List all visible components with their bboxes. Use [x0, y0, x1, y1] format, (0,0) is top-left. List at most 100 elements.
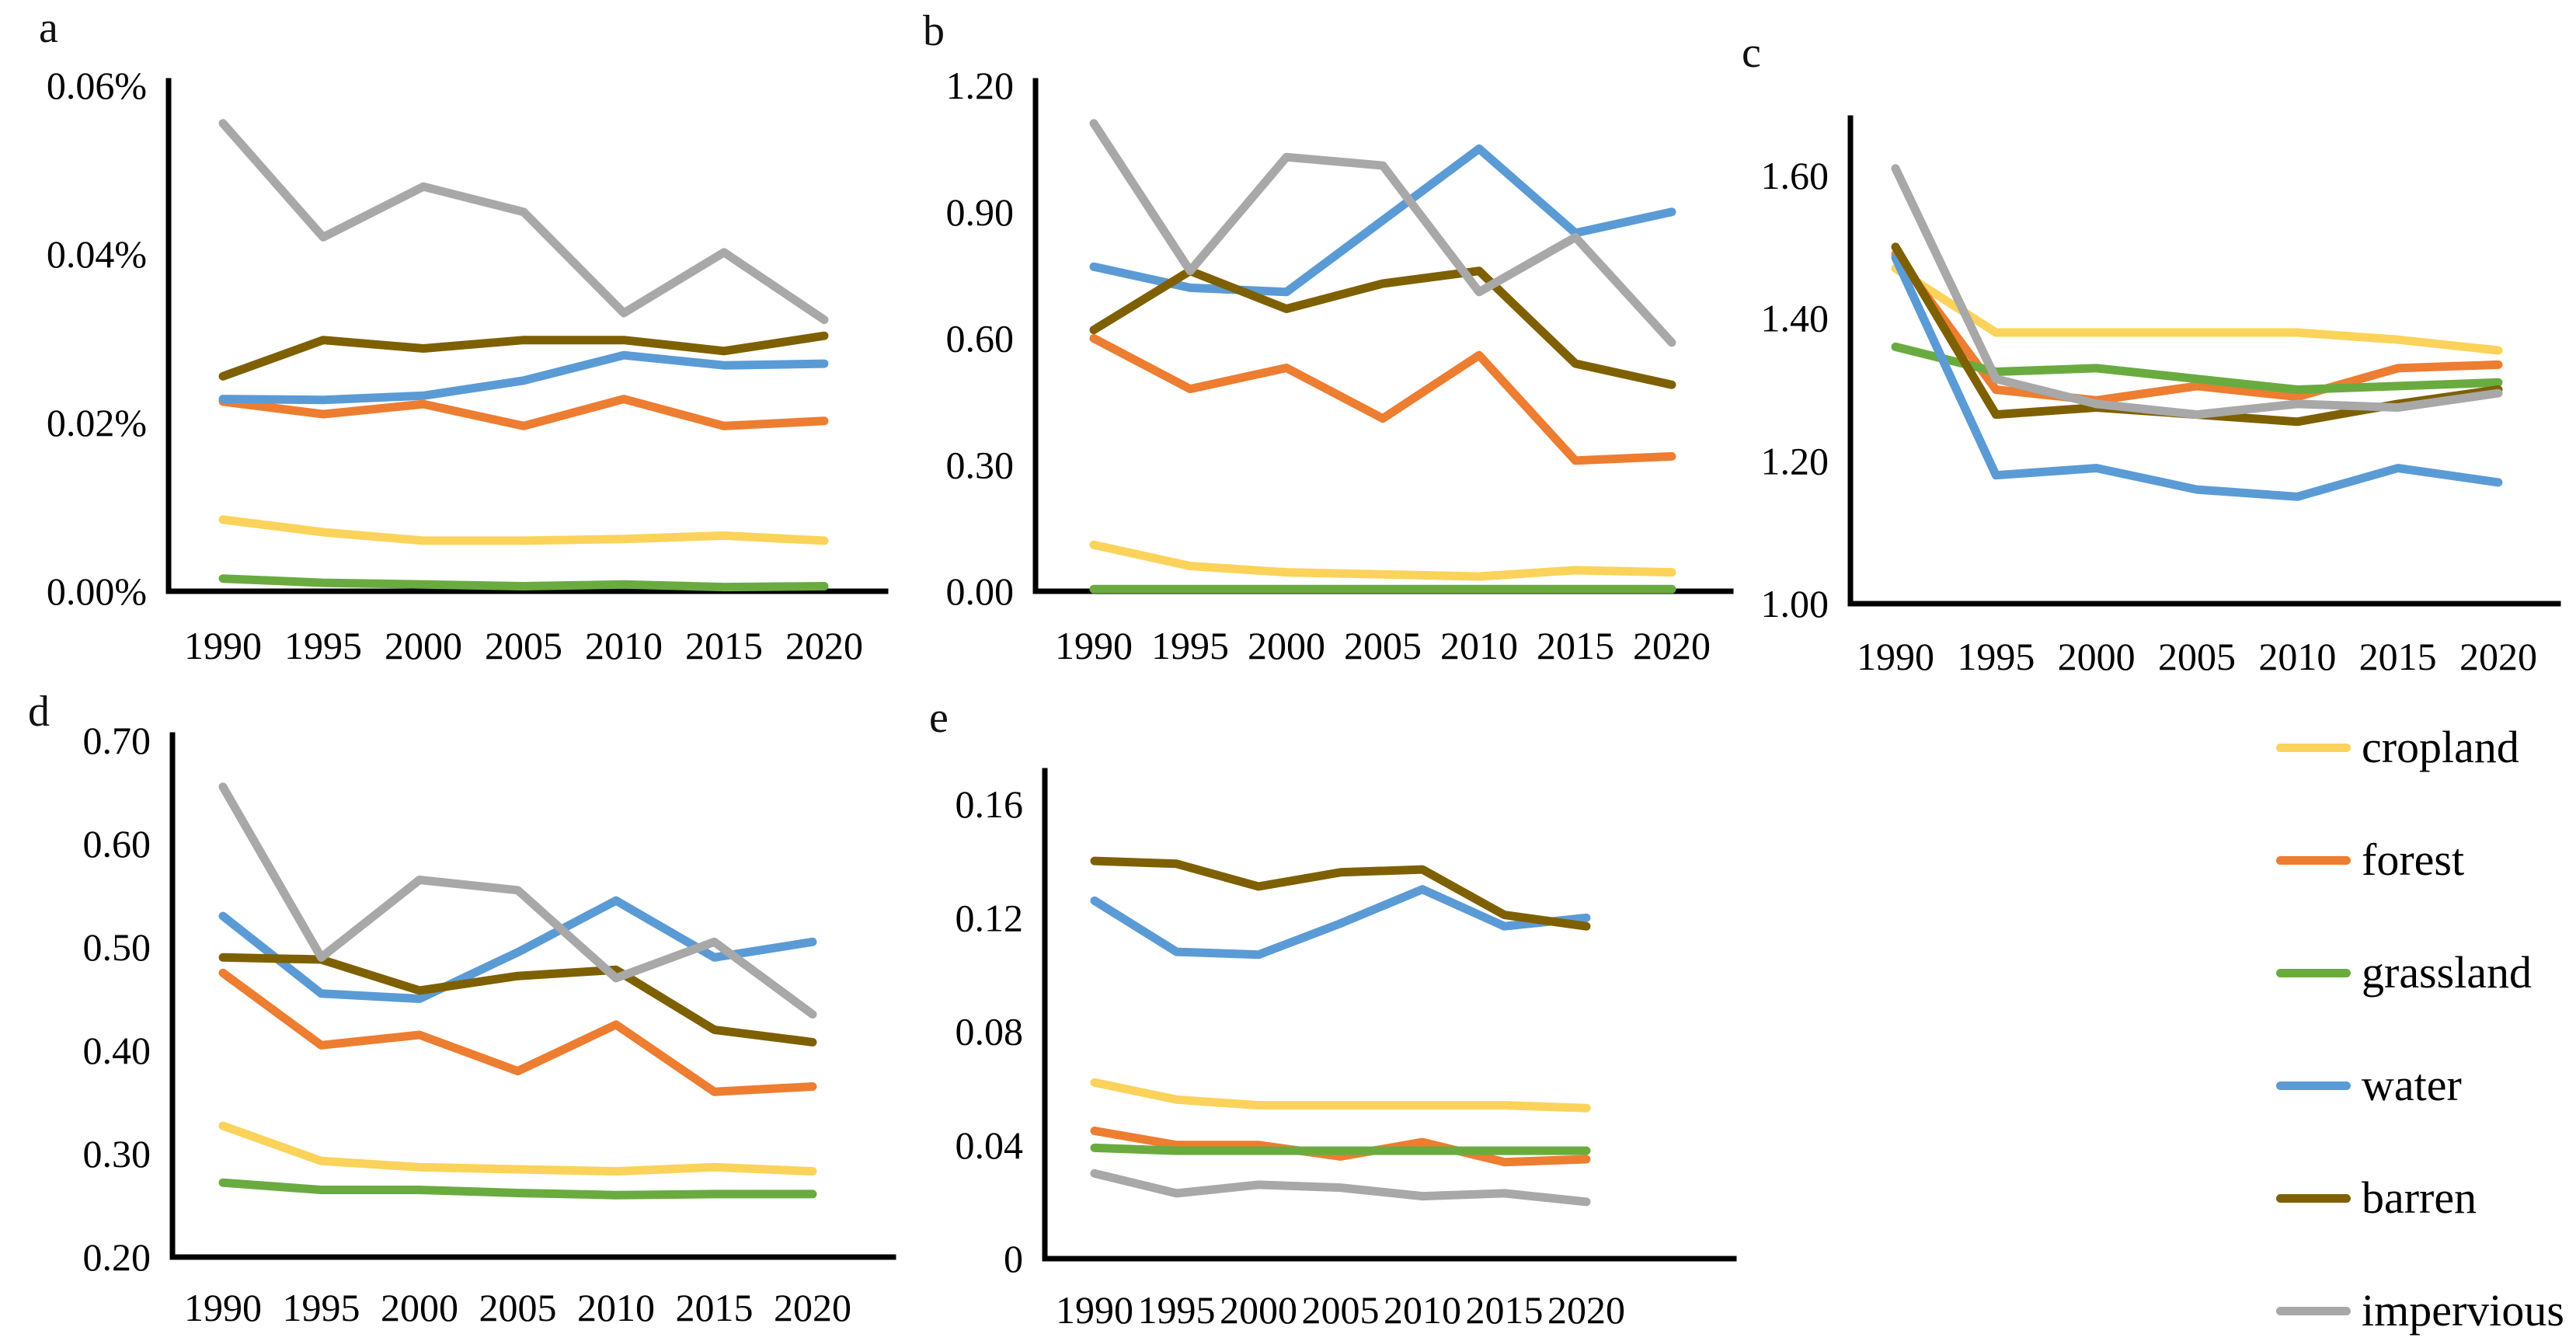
y-tick-label: 1.40 [1761, 297, 1829, 340]
series-line-impervious [218, 119, 829, 325]
panel-label-c: c [1742, 29, 1761, 77]
legend-line-swatch-impervious [2276, 1306, 2351, 1315]
x-tick-label: 2005 [485, 624, 562, 667]
x-tick-label: 2020 [774, 1286, 851, 1329]
y-tick-label: 0.20 [83, 1235, 151, 1279]
series-line-water [218, 896, 817, 1003]
legend-item-forest: forest [2276, 832, 2464, 888]
panel-a-plot: 0.00% 0.02% 0.04% 0.06% 1990 1995 2000 2005 2010… [47, 64, 889, 667]
series-line-forest [1089, 334, 1676, 465]
x-tick-label: 1995 [284, 624, 362, 667]
x-tick-label: 1995 [1957, 635, 2035, 678]
y-tick-label: 0.08 [956, 1010, 1024, 1054]
y-tick-label: 0.60 [83, 822, 151, 866]
x-tick-label: 2000 [381, 1286, 458, 1329]
y-tick-label: 0.30 [946, 443, 1015, 486]
series-line-forest [1891, 249, 2503, 405]
legend-item-impervious: impervious [2276, 1283, 2564, 1339]
series-line-cropland [1891, 263, 2503, 355]
legend-line-swatch-grassland [2276, 968, 2351, 977]
legend-label-forest: forest [2362, 834, 2465, 885]
x-tick-label: 2005 [2158, 635, 2236, 678]
series-line-water [1891, 253, 2503, 501]
x-tick-label: 2005 [479, 1286, 557, 1329]
x-tick-label: 1990 [184, 1286, 262, 1329]
series-line-grassland [1090, 1143, 1591, 1155]
y-tick-label: 0.00% [47, 569, 147, 613]
y-tick-label: 1.20 [1761, 439, 1829, 482]
y-tick-label: 0.50 [83, 925, 151, 969]
legend-label-grassland: grassland [2362, 947, 2532, 998]
series-line-cropland [1090, 1078, 1591, 1113]
y-tick-label: 1.60 [1761, 154, 1829, 197]
x-tick-label: 1990 [1857, 635, 1934, 678]
x-tick-label: 2010 [1440, 624, 1518, 667]
x-tick-label: 1990 [1056, 1288, 1133, 1332]
y-tick-label: 0.04% [47, 232, 147, 276]
legend-line-swatch-forest [2276, 855, 2351, 865]
x-tick-label: 2020 [1633, 624, 1711, 667]
legend-line-swatch-cropland [2276, 743, 2351, 752]
legend: cropland forest grassland water barren i… [2276, 699, 2576, 1341]
x-tick-label: 1995 [1138, 1288, 1216, 1332]
x-tick-label: 2000 [2058, 635, 2136, 678]
legend-item-cropland: cropland [2276, 719, 2519, 775]
x-tick-label: 2010 [585, 624, 663, 667]
x-tick-label: 2010 [577, 1286, 655, 1329]
series-line-cropland [218, 515, 829, 545]
panel-b-plot: 0.00 0.30 0.60 0.90 1.20 1990 1995 2000 2005 2010… [946, 64, 1734, 667]
legend-line-swatch-water [2276, 1081, 2351, 1090]
x-tick-label: 1990 [1055, 624, 1133, 667]
x-tick-label: 2000 [1220, 1288, 1297, 1332]
legend-label-barren: barren [2362, 1172, 2477, 1223]
legend-item-barren: barren [2276, 1170, 2477, 1226]
x-tick-label: 1995 [1151, 624, 1229, 667]
y-tick-label: 0.60 [946, 317, 1015, 361]
y-tick-label: 0.00 [946, 569, 1015, 613]
series-line-cropland [218, 1121, 817, 1176]
y-tick-label: 0.06% [47, 64, 147, 107]
x-tick-label: 2000 [1248, 624, 1325, 667]
x-tick-label: 2020 [785, 624, 863, 667]
legend-item-grassland: grassland [2276, 945, 2532, 1001]
x-tick-label: 2015 [676, 1286, 754, 1329]
legend-item-water: water [2276, 1057, 2462, 1113]
series-line-water [218, 350, 829, 405]
series-line-water [1090, 885, 1591, 960]
x-tick-label: 2005 [1344, 624, 1422, 667]
series-line-grassland [218, 1178, 817, 1200]
x-tick-label: 2015 [1466, 1288, 1544, 1332]
x-tick-label: 2015 [685, 624, 763, 667]
x-tick-label: 2015 [2359, 635, 2437, 678]
y-tick-label: 0 [1004, 1237, 1023, 1280]
series-line-barren [218, 331, 829, 381]
x-tick-label: 1995 [283, 1286, 360, 1329]
legend-label-water: water [2362, 1060, 2462, 1110]
y-tick-label: 0.40 [83, 1029, 151, 1072]
panel-label-e: e [929, 694, 949, 742]
x-tick-label: 2010 [1384, 1288, 1461, 1332]
legend-line-swatch-barren [2276, 1193, 2351, 1203]
series-line-impervious [218, 782, 817, 1019]
y-tick-label: 0.90 [946, 190, 1015, 234]
series-line-forest [218, 968, 817, 1096]
panel-label-a: a [39, 4, 58, 52]
x-tick-label: 1990 [184, 624, 262, 667]
legend-label-cropland: cropland [2362, 722, 2519, 772]
series-line-forest [1090, 1127, 1591, 1167]
panel-c-plot: 1.00 1.20 1.40 1.60 1990 1995 2000 2005 2010 2015… [1761, 115, 2561, 678]
series-line-impervious [1891, 164, 2503, 420]
x-tick-label: 2020 [1547, 1288, 1625, 1332]
panel-d-plot: 0.20 0.30 0.40 0.50 0.60 0.70 1990 1995 2000 2005… [83, 719, 896, 1329]
y-tick-label: 1.20 [946, 64, 1015, 107]
y-tick-label: 0.30 [83, 1132, 151, 1176]
series-line-barren [218, 953, 817, 1047]
y-tick-label: 1.00 [1761, 582, 1829, 625]
x-tick-label: 2010 [2258, 635, 2336, 678]
series-line-forest [218, 395, 829, 430]
y-tick-label: 0.04 [956, 1123, 1024, 1167]
panel-e-plot: 0 0.04 0.08 0.12 0.16 1990 1995 2000 2005 2010 201… [956, 768, 1737, 1332]
series-line-barren [1090, 856, 1591, 931]
